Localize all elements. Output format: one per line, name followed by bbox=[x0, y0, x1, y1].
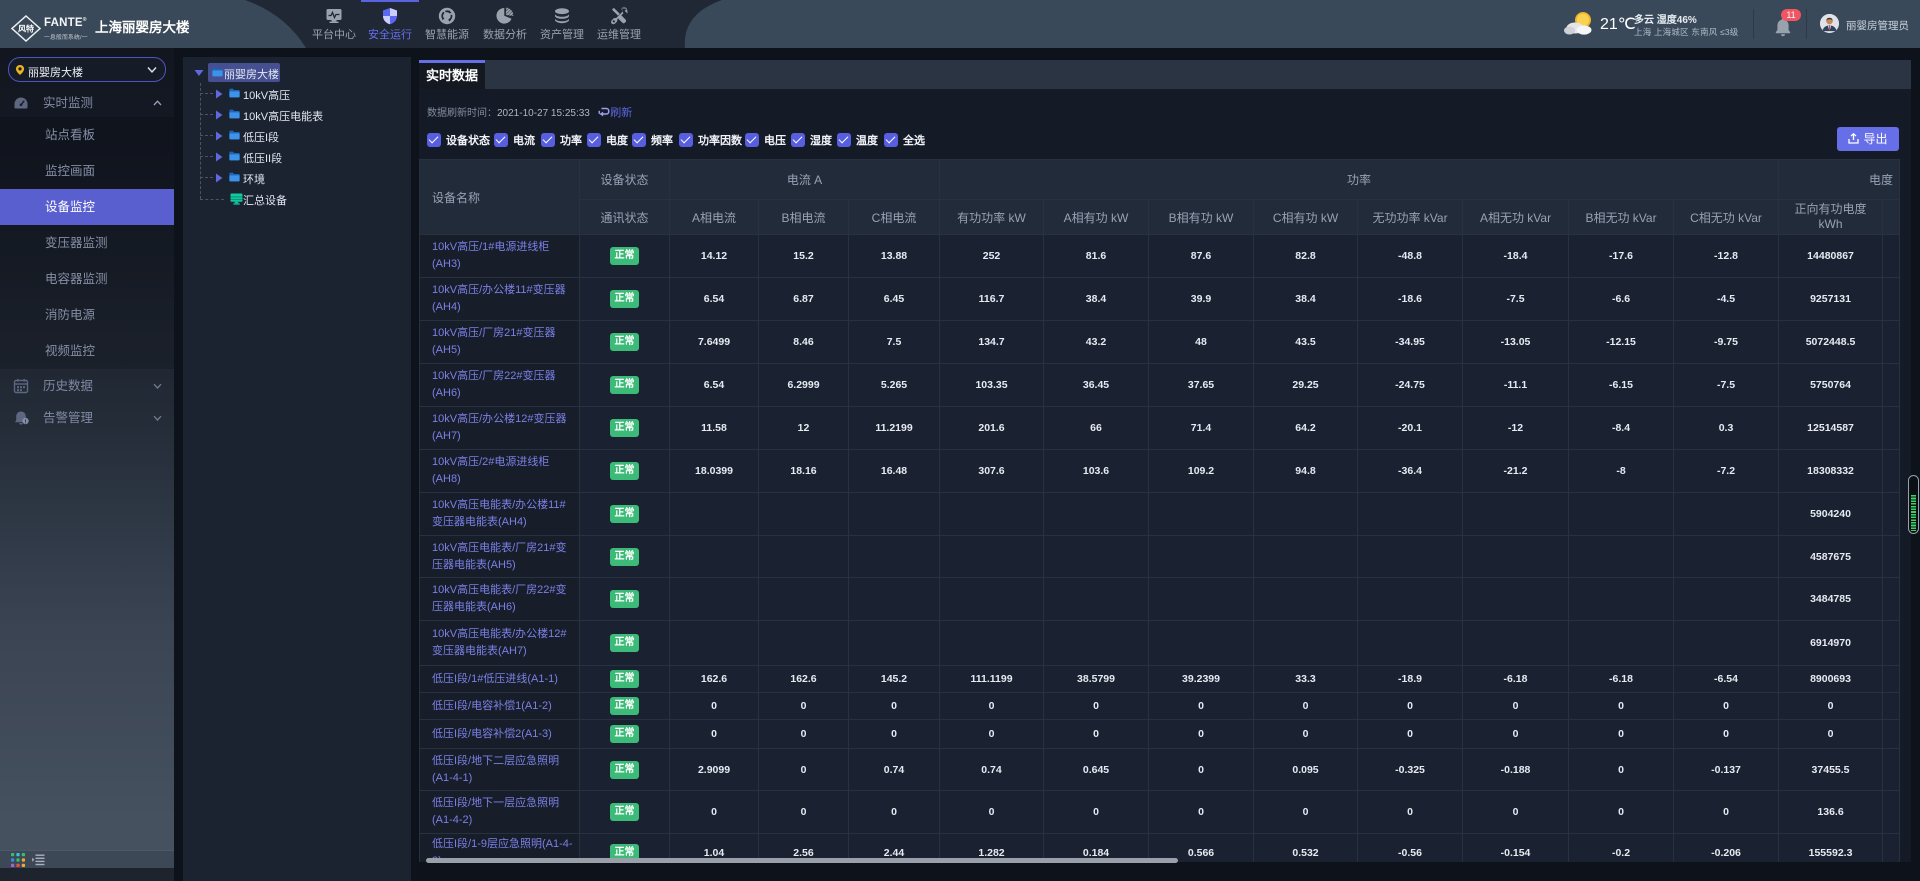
svg-text:风特: 风特 bbox=[18, 24, 34, 34]
svg-text:!: ! bbox=[25, 419, 27, 425]
